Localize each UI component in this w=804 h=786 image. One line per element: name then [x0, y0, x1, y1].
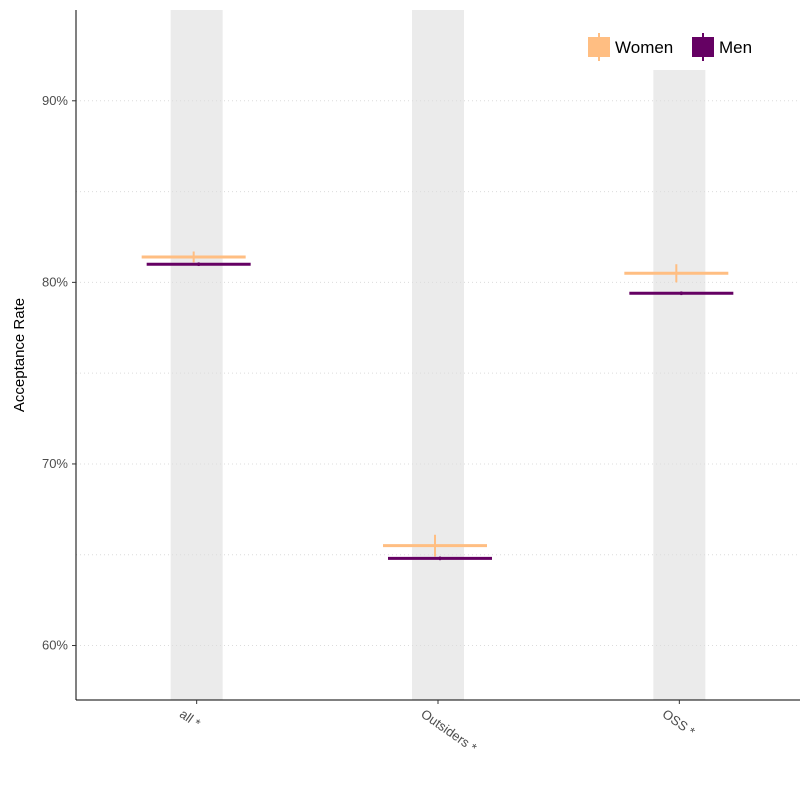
- legend-item-men: Men: [692, 33, 752, 61]
- legend-item-women: Women: [588, 33, 673, 61]
- y-ticks: 60% 70% 80% 90%: [42, 93, 76, 653]
- category-band: [170, 10, 223, 700]
- category-band: [653, 70, 706, 700]
- category-bands: [170, 10, 706, 700]
- y-tick-label: 70%: [42, 456, 68, 471]
- y-tick-label: 60%: [42, 638, 68, 653]
- y-tick-label: 80%: [42, 274, 68, 289]
- grid-lines: [76, 100, 800, 647]
- data-marks: [141, 251, 734, 561]
- legend-label-men: Men: [719, 38, 752, 57]
- y-tick-label: 90%: [42, 93, 68, 108]
- y-axis-title: Acceptance Rate: [11, 298, 28, 412]
- x-tick-label: Outsiders *: [418, 706, 479, 755]
- x-ticks: all * Outsiders * OSS *: [177, 700, 698, 755]
- x-tick-label: OSS *: [660, 706, 698, 739]
- legend-background: [584, 22, 764, 70]
- legend-label-women: Women: [615, 38, 673, 57]
- legend: Women Men: [584, 22, 764, 70]
- x-tick-label: all *: [177, 706, 203, 731]
- category-band: [412, 10, 464, 700]
